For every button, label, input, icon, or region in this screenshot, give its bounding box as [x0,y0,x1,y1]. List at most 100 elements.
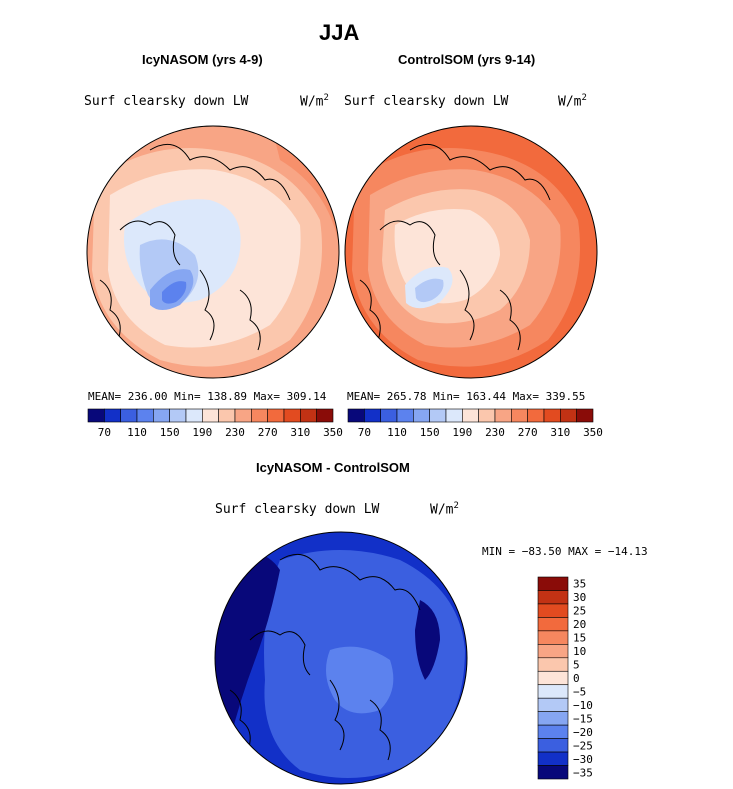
colorbar-swatch [202,408,219,423]
colorbar-tick-label: 190 [192,426,212,439]
colorbar-swatch [267,408,285,423]
colorbar-tick-label: 110 [127,426,147,439]
colorbar-tick-label: 70 [98,426,111,439]
colorbar-tick-label: 230 [485,426,505,439]
map-control-outline [344,125,598,379]
colorbar-swatch [537,670,569,686]
colorbar-swatch [537,724,569,739]
colorbar-swatch [478,408,496,423]
colorbar-tick-label: −5 [573,685,586,698]
colorbar-swatch [169,408,187,423]
colorbar-swatch [283,408,301,423]
panel-title-control: ControlSOM (yrs 9-14) [398,52,536,67]
colorbar-tick-label: 110 [387,426,407,439]
colorbar-swatch [527,408,545,423]
colorbar-swatch [396,408,414,423]
units-label-diff: W/m2 [430,501,459,517]
colorbar-swatch [104,408,121,423]
colorbar-swatch [251,408,268,423]
colorbar-swatch [153,408,170,423]
stats-diff: MIN = −83.50 MAX = −14.13 [482,545,648,558]
colorbar-swatch [445,408,463,423]
units-base: W/m [300,94,324,110]
colorbar-tick-label: 35 [573,578,586,591]
colorbar-swatch [537,751,569,766]
colorbar-swatch [185,408,203,423]
colorbar-swatch [347,408,365,423]
colorbar-tick-label: 270 [258,426,278,439]
panel-title-icy: IcyNASOM (yrs 4-9) [142,52,263,67]
colorbar-swatch [136,408,154,423]
coastline [359,143,551,351]
colorbar-tick-label: 20 [573,618,586,631]
colorbar-tick-label: 310 [290,426,310,439]
units-label-control: W/m2 [558,93,587,109]
colorbar-swatch [537,657,569,672]
units-exp: 2 [581,93,587,103]
map-icy-band [162,281,187,304]
units-base: W/m [430,502,454,518]
units-label-icy: W/m2 [300,93,329,109]
colorbar-swatch [576,408,594,423]
colorbar-tick-label: 70 [358,426,371,439]
stats-icy: MEAN= 236.00 Min= 138.89 Max= 309.14 [88,390,327,403]
colorbar-swatch [300,408,317,423]
colorbar-swatch [537,644,569,659]
colorbar-swatch [316,408,334,423]
colorbar-tick-label: 190 [452,426,472,439]
colorbar-tick-label: 30 [573,591,586,604]
colorbar-tick-label: 350 [323,426,343,439]
colorbar-tick-label: 25 [573,605,586,618]
colorbar-tick-label: −35 [573,766,593,779]
map-diff [214,531,468,785]
panel-title-diff: IcyNASOM - ControlSOM [256,460,410,475]
colorbar-tick-label: 270 [518,426,538,439]
colorbar-tick-label: 5 [573,659,580,672]
colorbar-swatch [537,738,569,753]
coastline [229,553,421,761]
colorbar-tick-label: −25 [573,739,593,752]
variable-label-icy: Surf clearsky down LW [84,94,249,109]
colorbar-swatch [364,408,381,423]
colorbar-tick-label: 230 [225,426,245,439]
colorbar-control: 70 110 150 190 230 270 310 350 [347,408,603,439]
colorbar-swatch [87,408,105,423]
colorbar-tick-label: 150 [420,426,440,439]
colorbar-swatch [537,711,569,726]
colorbar-swatch [429,408,447,423]
colorbar-swatch [537,617,569,632]
colorbar-tick-label: −15 [573,712,593,725]
colorbar-swatch [543,408,561,423]
colorbar-swatch [462,408,479,423]
colorbar-tick-label: 150 [160,426,180,439]
colorbar-swatch [234,408,252,423]
colorbar-swatch [218,408,236,423]
colorbar-tick-label: 350 [583,426,603,439]
map-diff-band [415,600,440,680]
figure-title: JJA [319,20,360,45]
colorbar-swatch [537,697,569,712]
map-diff-band [326,646,394,714]
map-control-band [415,278,444,303]
map-control [344,125,598,379]
colorbar-swatch [494,408,512,423]
colorbar-tick-label: 10 [573,645,586,658]
units-base: W/m [558,94,582,110]
colorbar-swatch [537,603,569,618]
colorbar-tick-label: −30 [573,753,593,766]
units-exp: 2 [453,501,459,511]
colorbar-swatch [537,576,569,591]
coastline [99,143,291,351]
colorbar-tick-label: −10 [573,699,593,712]
colorbar-tick-label: 15 [573,632,586,645]
colorbar-swatch [120,408,138,423]
colorbar-swatch [413,408,430,423]
map-icy-outline [86,125,340,379]
colorbar-swatch [511,408,528,423]
colorbar-swatch [380,408,398,423]
colorbar-swatch [537,765,569,780]
variable-label-control: Surf clearsky down LW [344,94,509,109]
colorbar-swatch [560,408,577,423]
